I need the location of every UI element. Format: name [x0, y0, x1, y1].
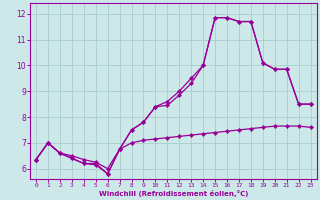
X-axis label: Windchill (Refroidissement éolien,°C): Windchill (Refroidissement éolien,°C) — [99, 190, 248, 197]
